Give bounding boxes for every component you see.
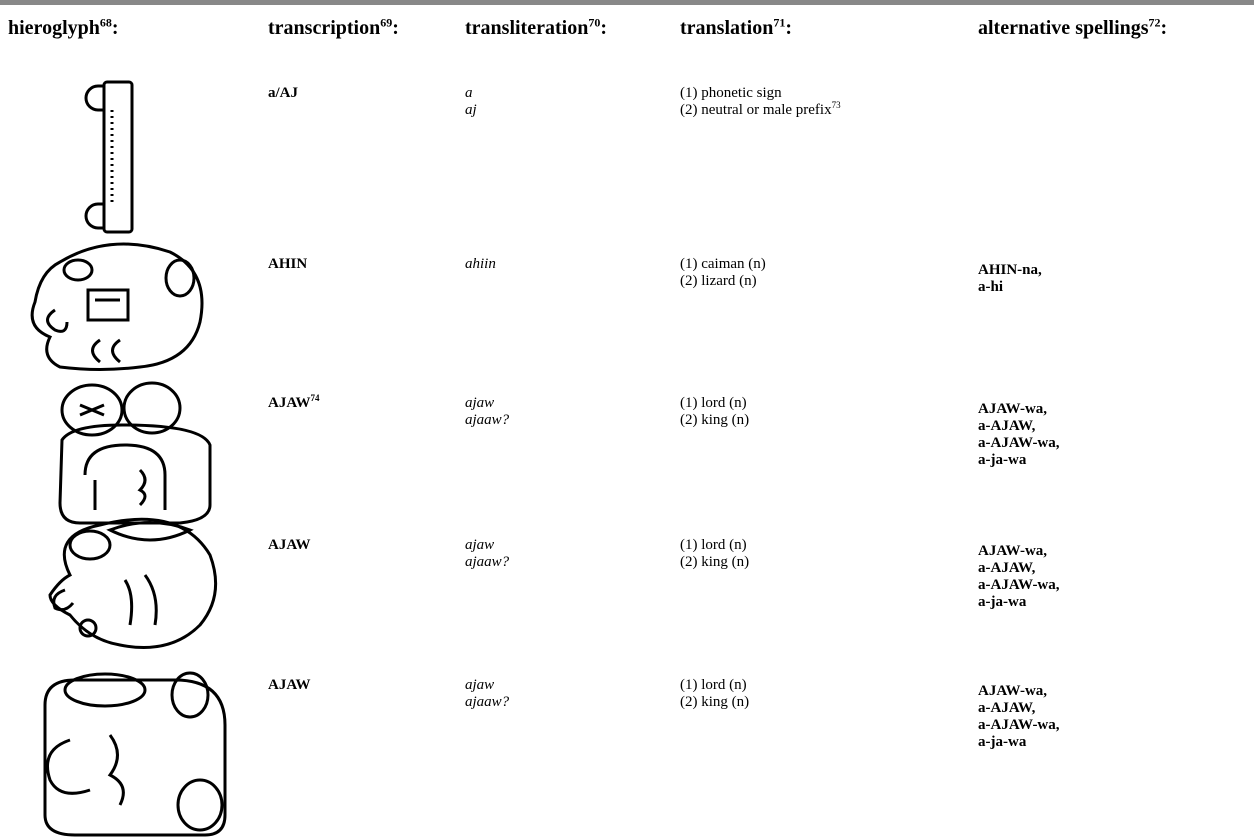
alternative-line: AJAW-wa,	[978, 683, 1048, 699]
translation-text: (2) king (n)	[680, 694, 750, 710]
alternative-line: a-ja-wa	[978, 452, 1027, 468]
glyph-ajaw-3	[43, 671, 227, 837]
transliteration-line: ajaaw?	[465, 694, 510, 710]
glyph-a	[84, 80, 134, 234]
footnote-ref: 68	[99, 15, 112, 30]
transliteration: ajaw ajaaw?	[465, 677, 509, 711]
transliteration: ajaw ajaaw?	[465, 395, 509, 429]
header-suffix: :	[111, 17, 119, 39]
transcription: AJAW	[268, 537, 311, 554]
glyph-ajaw-2	[48, 517, 218, 649]
header-label: transliteration	[465, 17, 589, 39]
translation-text: (2) king (n)	[680, 412, 750, 428]
translation-text: (1) caiman (n)	[680, 256, 766, 272]
column-header: transcription69:	[268, 15, 399, 40]
header-label: transcription	[268, 17, 381, 39]
translation-line: (1) phonetic sign	[680, 85, 841, 102]
alternative-spellings: AHIN-na, a-hi	[978, 262, 1042, 296]
alternative-line: a-AJAW,	[978, 560, 1036, 576]
translation: (1) phonetic sign (2) neutral or male pre…	[680, 85, 841, 119]
alternative-line: AHIN-na,	[978, 262, 1042, 278]
alternative-line: a-ja-wa	[978, 594, 1027, 610]
translation-line: (1) lord (n)	[680, 677, 749, 694]
transliteration-line: aj	[465, 102, 477, 118]
translation-line: (2) neutral or male prefix73	[680, 100, 841, 119]
translation-line: (1) lord (n)	[680, 537, 749, 554]
translation: (1) lord (n) (2) king (n)	[680, 677, 749, 711]
translation: (1) caiman (n) (2) lizard (n)	[680, 256, 766, 290]
translation: (1) lord (n) (2) king (n)	[680, 395, 749, 429]
translation-text: (1) phonetic sign	[680, 85, 782, 101]
alternative-line: a-AJAW,	[978, 700, 1036, 716]
translation-text: (2) king (n)	[680, 554, 750, 570]
transcription: AJAW	[268, 677, 311, 694]
transliteration-line: a	[465, 85, 473, 101]
alternative-line: a-AJAW-wa,	[978, 717, 1060, 733]
column-header: alternative spellings72:	[978, 15, 1168, 40]
footnote-ref: 70	[588, 15, 601, 30]
footnote-ref: 73	[831, 100, 841, 110]
translation-text: (2) neutral or male prefix	[680, 102, 832, 118]
transcription-text: AJAW	[268, 537, 311, 553]
translation: (1) lord (n) (2) king (n)	[680, 537, 749, 571]
translation-text: (1) lord (n)	[680, 677, 747, 693]
translation-text: (2) lizard (n)	[680, 273, 757, 289]
glyph-drawings	[30, 80, 227, 837]
header-suffix: :	[785, 17, 793, 39]
transliteration-line: ajaaw?	[465, 554, 510, 570]
header-suffix: :	[600, 17, 607, 39]
column-header: translation71:	[680, 15, 793, 40]
transcription-text: AJAW	[268, 395, 311, 411]
transcription-text: AJAW	[268, 677, 311, 693]
transcription: AJAW74	[268, 393, 320, 412]
column-header: hieroglyph68:	[8, 15, 119, 40]
alternative-line: a-ja-wa	[978, 734, 1027, 750]
transcription: AHIN	[268, 256, 307, 273]
footnote-ref: 71	[773, 15, 786, 30]
transliteration: a aj	[465, 85, 477, 119]
alternative-line: AJAW-wa,	[978, 401, 1048, 417]
footnote-ref: 74	[310, 393, 320, 403]
header-label: alternative spellings	[978, 17, 1149, 39]
transcription-text: AHIN	[268, 256, 308, 272]
footnote-ref: 72	[1148, 15, 1161, 30]
glyph-ahin	[30, 242, 204, 371]
transliteration-line: ajaw	[465, 677, 495, 693]
alternative-spellings: AJAW-wa, a-AJAW, a-AJAW-wa, a-ja-wa	[978, 543, 1060, 611]
transliteration-line: ajaaw?	[465, 412, 510, 428]
translation-text: (1) lord (n)	[680, 537, 747, 553]
glyph-ajaw-1	[58, 381, 212, 525]
transliteration: ahiin	[465, 256, 496, 273]
header-label: hieroglyph	[8, 17, 100, 39]
top-rule	[0, 0, 1254, 5]
alternative-spellings: AJAW-wa, a-AJAW, a-AJAW-wa, a-ja-wa	[978, 683, 1060, 751]
transcription-text: a/AJ	[268, 85, 298, 101]
alternative-line: a-AJAW,	[978, 418, 1036, 434]
header-suffix: :	[1160, 17, 1168, 39]
header-suffix: :	[392, 17, 399, 39]
translation-line: (2) lizard (n)	[680, 273, 766, 290]
alternative-line: AJAW-wa,	[978, 543, 1048, 559]
column-header: transliteration70:	[465, 15, 607, 40]
transliteration-line: ahiin	[465, 256, 496, 272]
transliteration: ajaw ajaaw?	[465, 537, 509, 571]
translation-line: (2) king (n)	[680, 554, 749, 571]
transliteration-line: ajaw	[465, 395, 495, 411]
alternative-line: a-AJAW-wa,	[978, 577, 1060, 593]
translation-line: (1) caiman (n)	[680, 256, 766, 273]
alternative-line: a-hi	[978, 279, 1004, 295]
translation-line: (2) king (n)	[680, 412, 749, 429]
footnote-ref: 69	[380, 15, 393, 30]
header-label: translation	[680, 17, 774, 39]
alternative-spellings: AJAW-wa, a-AJAW, a-AJAW-wa, a-ja-wa	[978, 401, 1060, 469]
transliteration-line: ajaw	[465, 537, 495, 553]
translation-line: (2) king (n)	[680, 694, 749, 711]
translation-line: (1) lord (n)	[680, 395, 749, 412]
alternative-line: a-AJAW-wa,	[978, 435, 1060, 451]
transcription: a/AJ	[268, 85, 298, 102]
translation-text: (1) lord (n)	[680, 395, 747, 411]
